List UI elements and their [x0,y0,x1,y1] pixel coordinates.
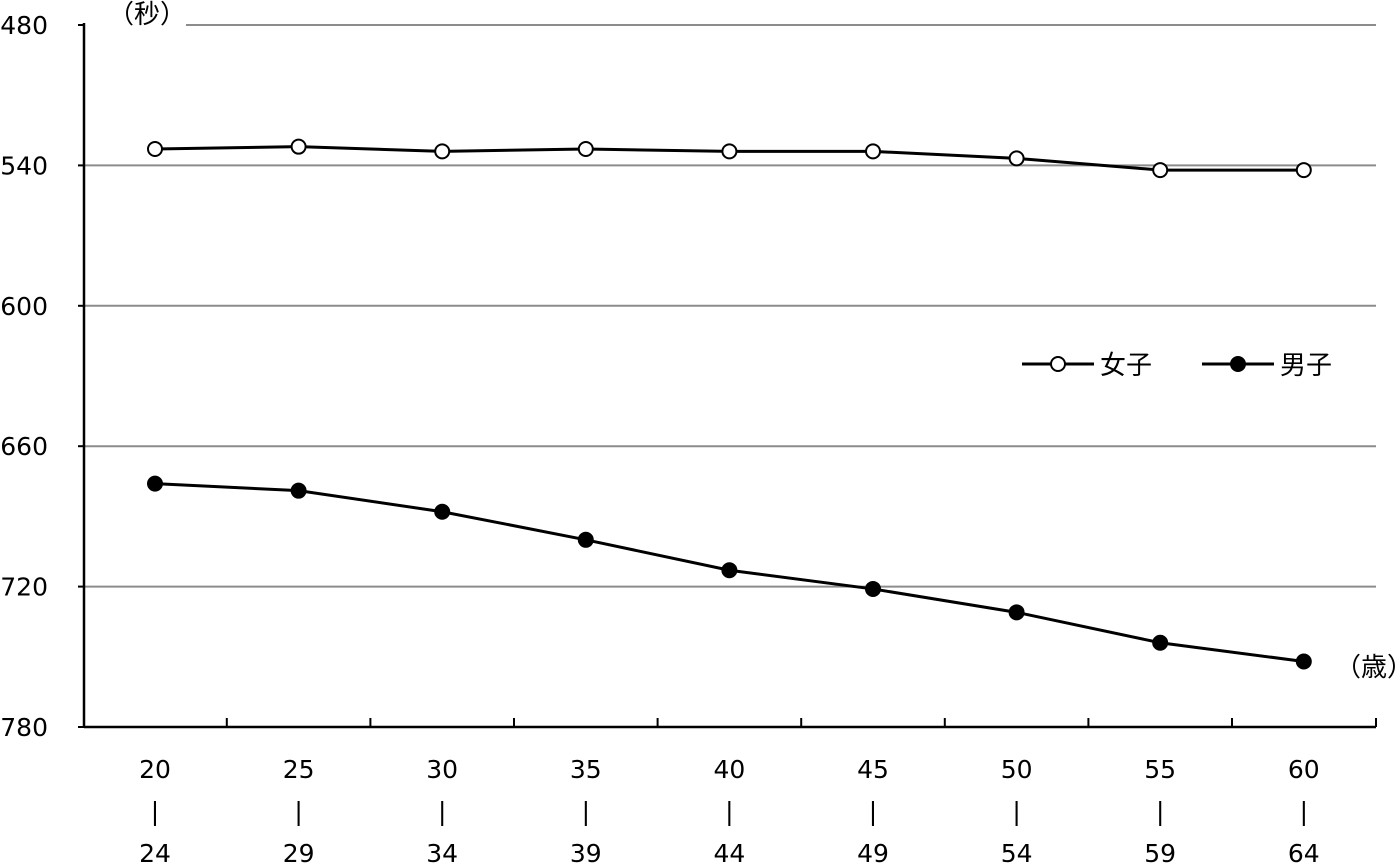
x-tick-label-end: 64 [1288,839,1320,864]
data-point-2 [865,580,881,597]
data-point-1 [1152,162,1169,179]
data-point-1 [1295,162,1312,179]
x-tick-label-separator: | [582,797,590,826]
x-tick-label-separator: | [1300,797,1308,826]
data-point-1 [577,141,594,158]
x-tick-label-separator: | [869,797,877,826]
legend: 女子 男子 [1022,351,1332,381]
data-point-1 [434,143,451,160]
x-tick-label-end: 24 [139,839,171,864]
data-point-1 [147,141,163,158]
y-tick-label: 480 [0,11,48,40]
x-tick-label-separator: | [1156,797,1164,826]
x-tick-label-end: 49 [857,839,889,864]
data-point-2 [721,562,738,579]
series [147,138,1312,670]
x-tick-label-start: 50 [1001,755,1033,784]
y-tick-label: 600 [0,292,48,321]
legend-label: 男子 [1280,351,1332,381]
axes [78,23,1377,729]
data-point-2 [1152,634,1169,651]
x-tick-label-separator: | [151,797,159,826]
legend-marker [1230,356,1246,372]
x-tick-label-start: 55 [1144,755,1176,784]
data-point-2 [577,531,594,548]
legend-marker [1050,356,1066,372]
x-tick-label-separator: | [294,797,302,826]
gridlines [84,24,1376,588]
y-unit-label: （秒） [108,0,186,30]
x-tick-label-start: 30 [426,755,458,784]
data-point-1 [1008,150,1025,167]
x-tick-label-end: 44 [713,839,745,864]
data-point-2 [1295,653,1312,670]
x-tick-label-start: 25 [283,755,315,784]
data-point-2 [434,503,451,520]
x-tick-label-separator: | [438,797,446,826]
legend-label: 女子 [1100,351,1152,381]
x-tick-label-start: 40 [713,755,745,784]
y-tick-label: 720 [0,573,48,602]
data-point-1 [865,143,881,160]
x-tick-label-start: 60 [1288,755,1320,784]
x-tick-label-end: 54 [1001,839,1033,864]
x-tick-label-separator: | [1012,797,1020,826]
x-tick-label-end: 39 [570,839,602,864]
x-tick-label-start: 20 [139,755,171,784]
data-point-1 [290,138,307,155]
data-point-1 [721,143,738,160]
data-point-2 [1008,604,1025,621]
data-point-2 [290,482,307,499]
x-tick-label-end: 29 [283,839,315,864]
data-point-2 [147,475,163,492]
x-unit-label: （歳） [1335,653,1400,683]
y-tick-label: 540 [0,151,48,180]
x-tick-label-start: 35 [570,755,602,784]
x-tick-label-start: 45 [857,755,889,784]
x-tick-label-end: 34 [426,839,458,864]
y-tick-label: 660 [0,432,48,461]
x-tick-label-end: 59 [1144,839,1176,864]
x-tick-label-separator: | [725,797,733,826]
y-tick-label: 780 [0,713,48,742]
